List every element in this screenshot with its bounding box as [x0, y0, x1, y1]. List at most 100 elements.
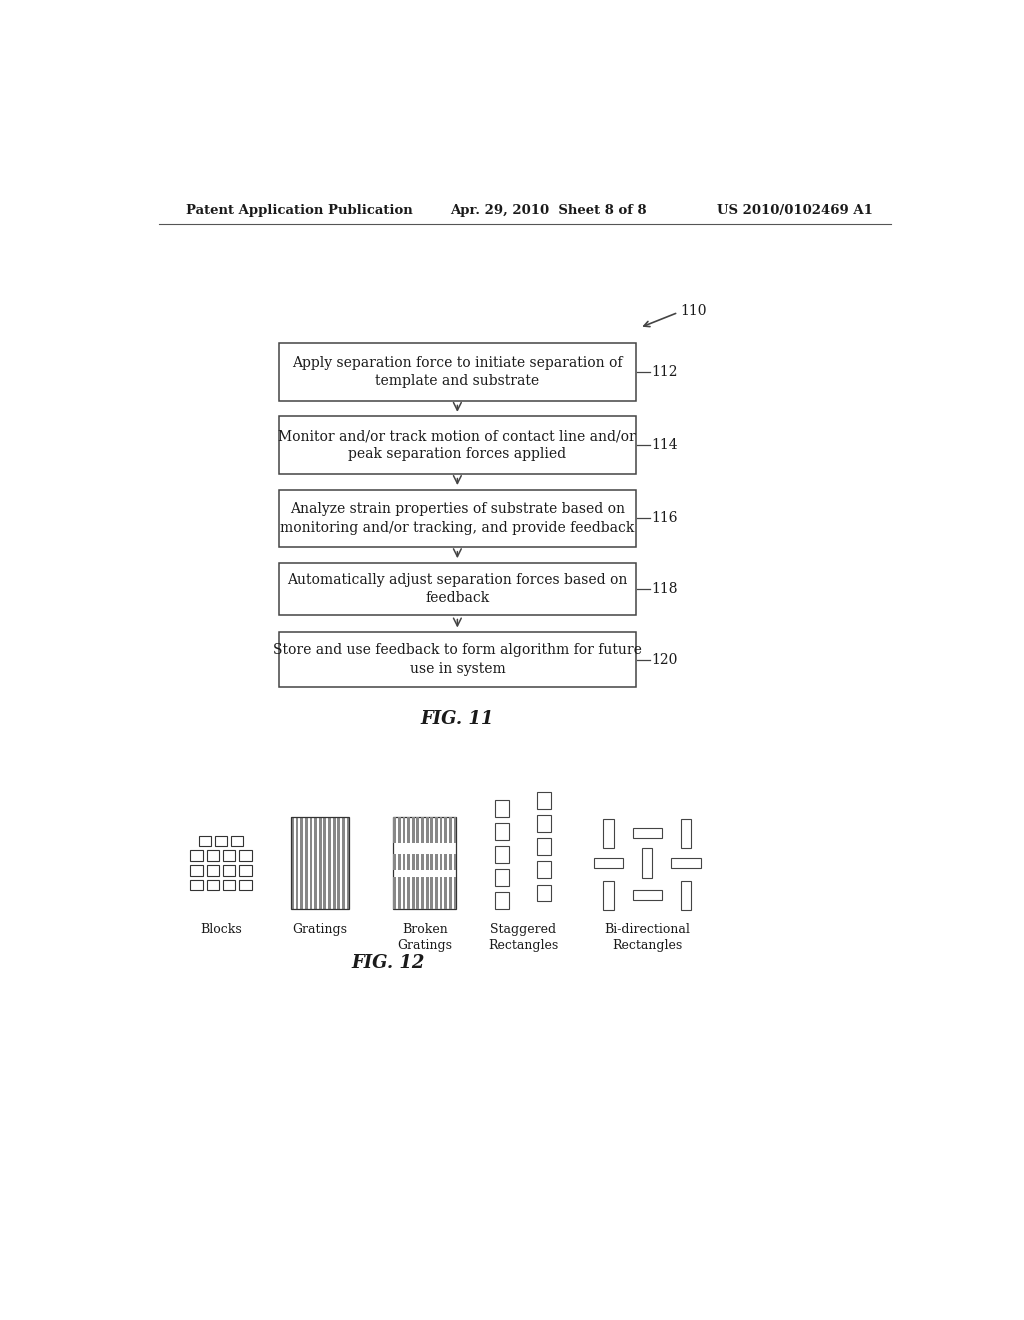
Text: 114: 114	[651, 438, 678, 453]
Bar	[305, 817, 307, 909]
Bar	[280, 416, 636, 474]
Text: Bi-directional
Rectangles: Bi-directional Rectangles	[604, 923, 690, 952]
Bar	[450, 817, 452, 842]
Text: Blocks: Blocks	[200, 923, 242, 936]
Bar	[393, 817, 457, 909]
Bar	[240, 850, 252, 861]
Bar	[421, 854, 424, 870]
Text: Store and use feedback to form algorithm for future
use in system: Store and use feedback to form algorithm…	[273, 643, 642, 676]
Text: Patent Application Publication: Patent Application Publication	[186, 205, 413, 218]
Bar	[496, 869, 509, 886]
Bar	[190, 850, 203, 861]
Bar	[538, 862, 551, 878]
Bar	[435, 817, 438, 842]
Bar	[496, 822, 509, 840]
Bar	[190, 879, 203, 890]
Bar	[309, 817, 312, 909]
Bar	[672, 858, 700, 869]
Text: Broken
Gratings: Broken Gratings	[397, 923, 453, 952]
Bar	[412, 876, 415, 909]
Bar	[444, 854, 447, 870]
Bar	[207, 850, 219, 861]
Text: Apr. 29, 2010  Sheet 8 of 8: Apr. 29, 2010 Sheet 8 of 8	[450, 205, 646, 218]
Bar	[398, 817, 400, 842]
Bar	[291, 817, 349, 909]
Bar	[190, 865, 203, 875]
Bar	[223, 850, 236, 861]
Bar	[444, 876, 447, 909]
Bar	[417, 854, 419, 870]
Bar	[280, 343, 636, 401]
Bar	[398, 876, 400, 909]
Text: 120: 120	[651, 652, 678, 667]
Bar	[318, 817, 322, 909]
Text: 112: 112	[651, 366, 678, 379]
Bar	[450, 876, 452, 909]
Bar	[393, 876, 396, 909]
Bar	[426, 876, 428, 909]
Bar	[538, 884, 551, 902]
Bar	[393, 854, 396, 870]
Bar	[444, 817, 447, 842]
Bar	[342, 817, 345, 909]
Bar	[314, 817, 316, 909]
Bar	[291, 817, 294, 909]
Bar	[328, 817, 331, 909]
Bar	[538, 792, 551, 809]
Bar	[421, 876, 424, 909]
Bar	[207, 879, 219, 890]
Text: Gratings: Gratings	[293, 923, 348, 936]
Bar	[439, 876, 442, 909]
Bar	[426, 817, 428, 842]
Text: FIG. 11: FIG. 11	[421, 710, 494, 727]
Bar	[398, 854, 400, 870]
Bar	[333, 817, 336, 909]
Bar	[402, 817, 406, 842]
Bar	[426, 854, 428, 870]
Text: 118: 118	[651, 582, 678, 595]
Bar	[603, 818, 613, 847]
Bar	[199, 836, 211, 846]
Bar	[642, 849, 652, 878]
Bar	[417, 817, 419, 842]
Bar	[421, 817, 424, 842]
Bar	[280, 562, 636, 615]
Bar	[223, 879, 236, 890]
Bar	[439, 817, 442, 842]
Bar	[207, 865, 219, 875]
Text: Analyze strain properties of substrate based on
monitoring and/or tracking, and : Analyze strain properties of substrate b…	[281, 502, 635, 535]
Bar	[408, 817, 410, 842]
Bar	[538, 816, 551, 832]
Bar	[240, 865, 252, 875]
Bar	[412, 817, 415, 842]
Text: US 2010/0102469 A1: US 2010/0102469 A1	[717, 205, 872, 218]
Bar	[408, 876, 410, 909]
Bar	[439, 854, 442, 870]
Bar	[417, 876, 419, 909]
Text: Automatically adjust separation forces based on
feedback: Automatically adjust separation forces b…	[287, 573, 628, 605]
Bar	[430, 876, 433, 909]
Bar	[402, 854, 406, 870]
Bar	[280, 632, 636, 688]
Bar	[681, 880, 691, 909]
Text: Apply separation force to initiate separation of
template and substrate: Apply separation force to initiate separ…	[292, 356, 623, 388]
Bar	[538, 838, 551, 855]
Bar	[347, 817, 349, 909]
Text: 110: 110	[681, 304, 708, 318]
Bar	[450, 854, 452, 870]
Bar	[280, 490, 636, 548]
Bar	[496, 892, 509, 909]
Bar	[454, 854, 457, 870]
Bar	[412, 854, 415, 870]
Text: Monitor and/or track motion of contact line and/or
peak separation forces applie: Monitor and/or track motion of contact l…	[279, 429, 636, 462]
Bar	[223, 865, 236, 875]
Bar	[435, 854, 438, 870]
Bar	[402, 876, 406, 909]
Text: FIG. 12: FIG. 12	[351, 954, 424, 972]
Bar	[231, 836, 244, 846]
Bar	[300, 817, 303, 909]
Bar	[215, 836, 227, 846]
Bar	[296, 817, 298, 909]
Bar	[408, 854, 410, 870]
Bar	[633, 890, 662, 900]
